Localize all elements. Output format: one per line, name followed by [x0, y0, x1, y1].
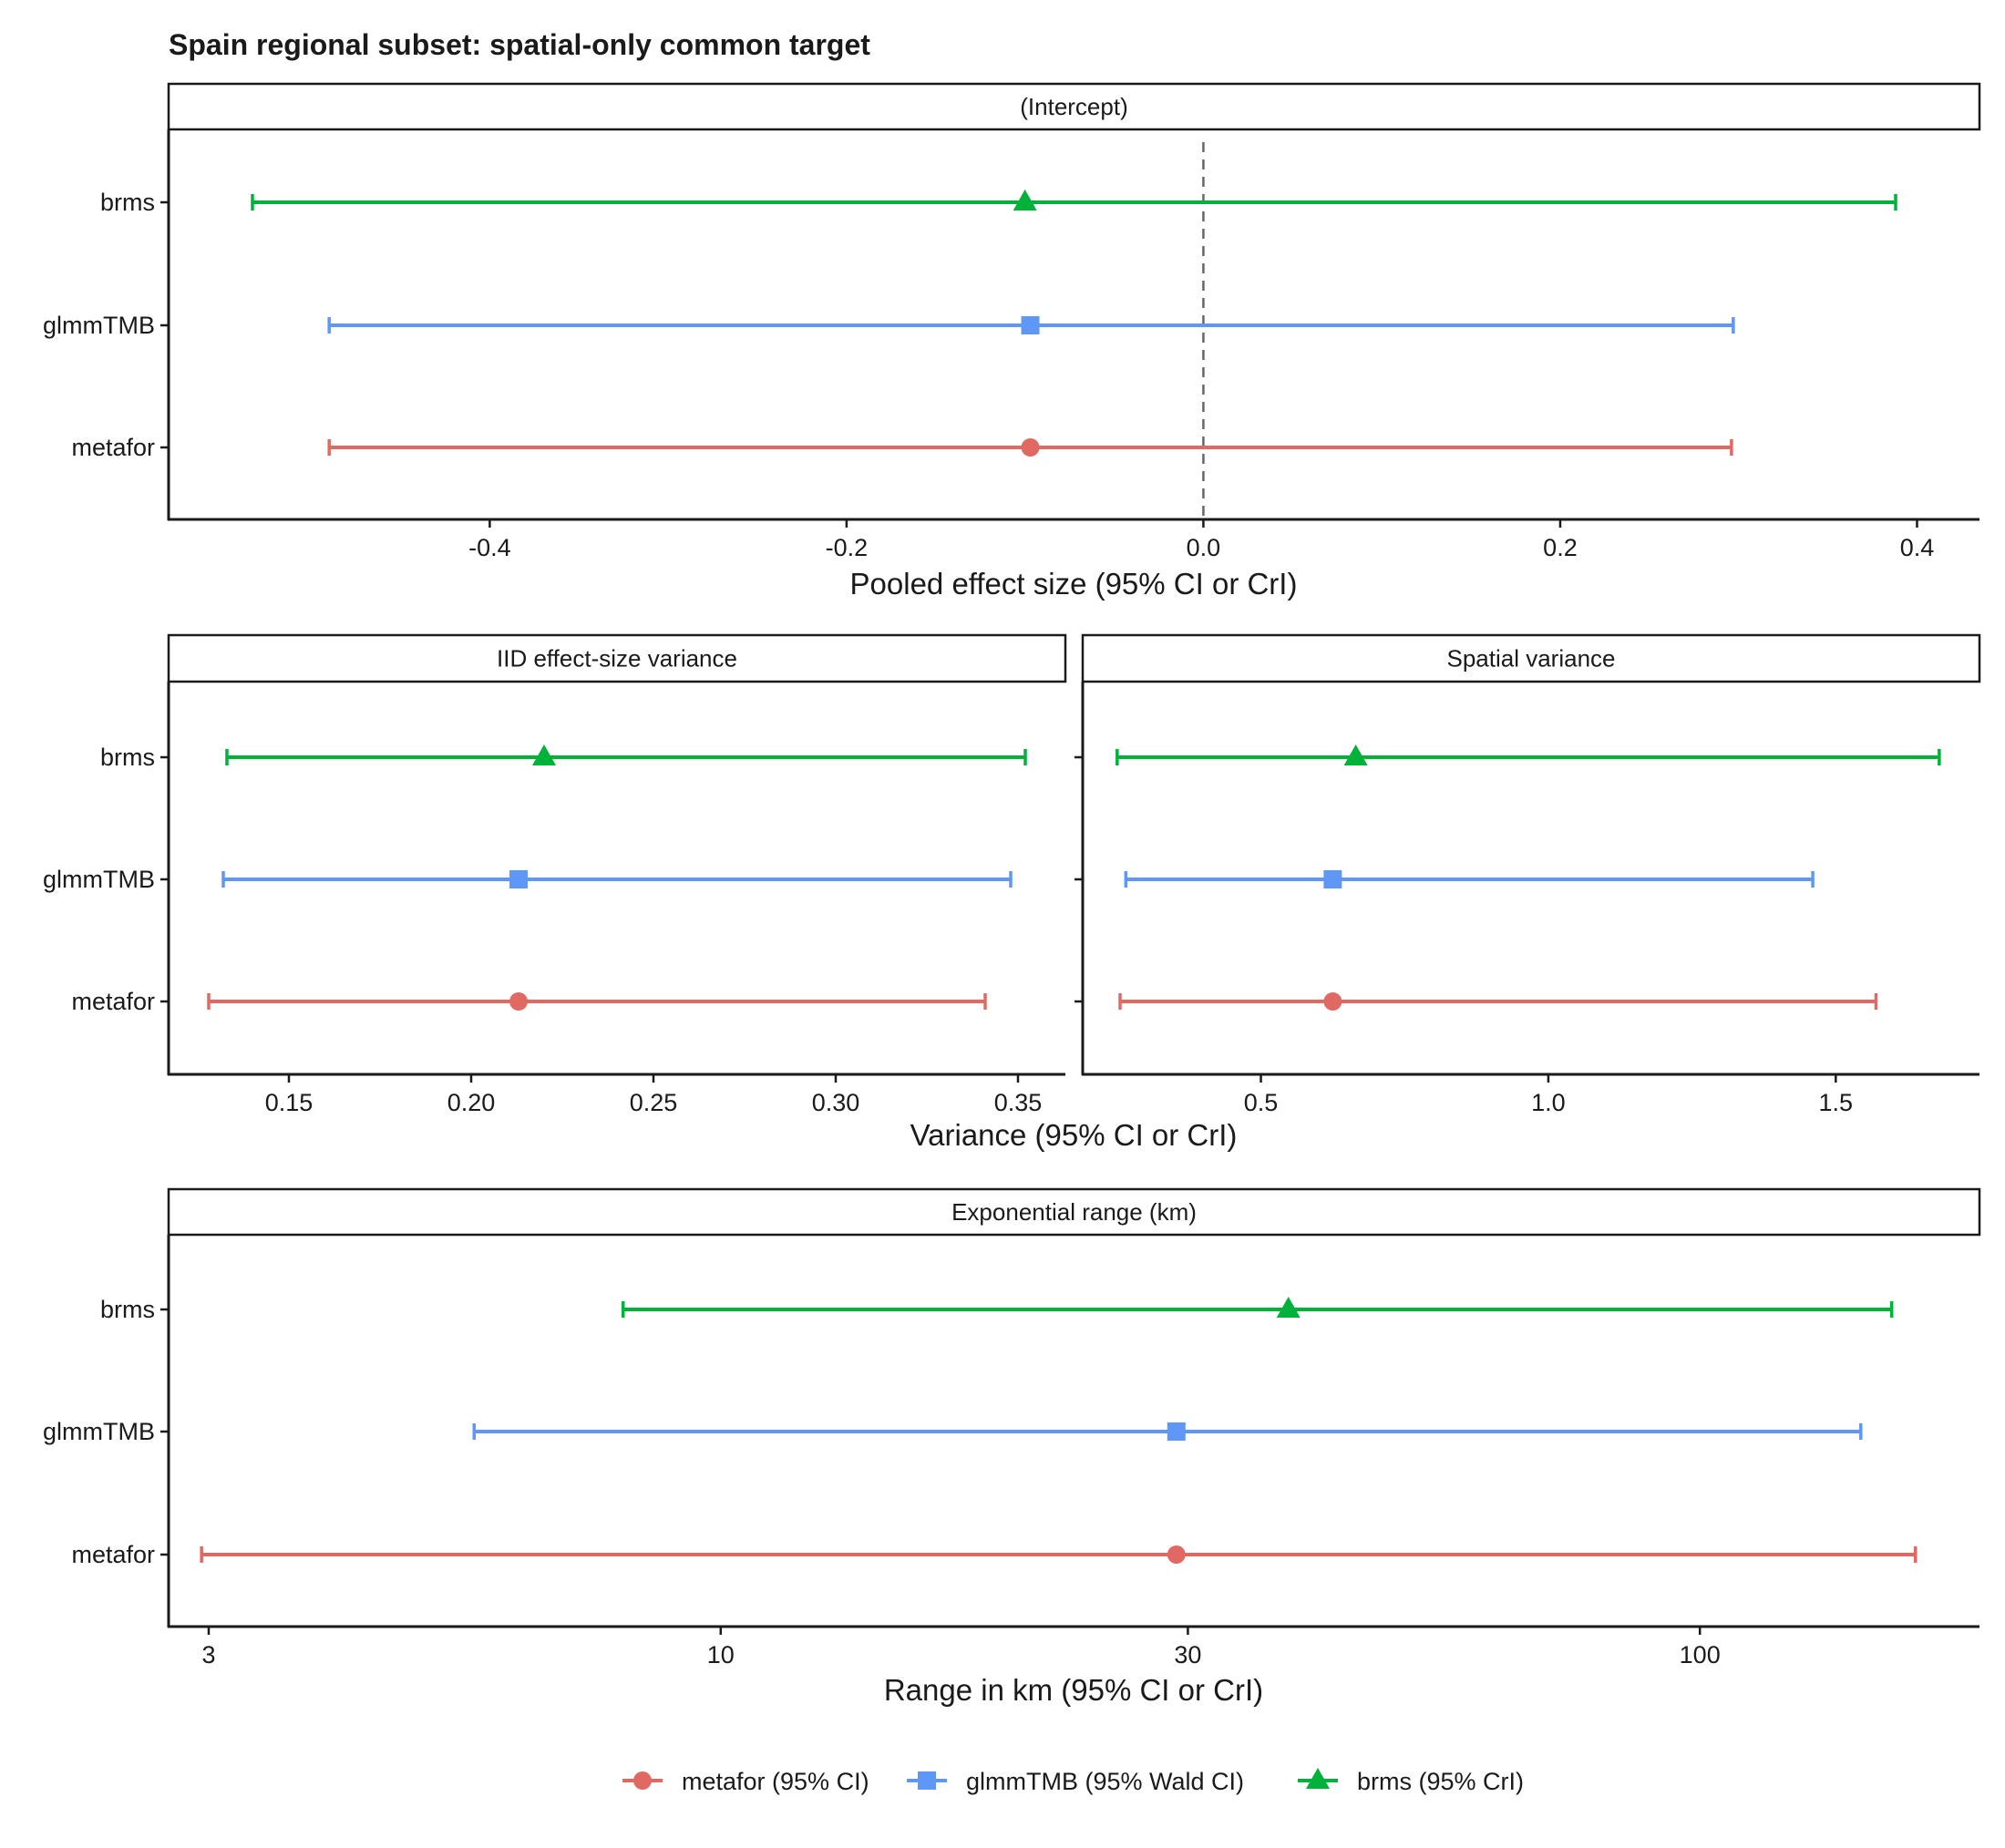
legend-item-metafor: metafor (95% CI)	[622, 1768, 869, 1795]
x-tick-label-range: 30	[1174, 1641, 1201, 1668]
panel-intercept: (Intercept) -0.4 -0.2 0.0 0.2 0.4 brms glmmTMB m…	[43, 82, 1981, 561]
x-tick-label-iid-variance: 0.20	[447, 1089, 496, 1116]
panels: (Intercept) -0.4 -0.2 0.0 0.2 0.4 brms glmmTMB m…	[43, 82, 1981, 1668]
legend-label-glmmTMB: glmmTMB (95% Wald CI)	[966, 1768, 1244, 1795]
interval-iid-variance-glmmTMB	[221, 870, 1013, 888]
legend-label-metafor: metafor (95% CI)	[682, 1768, 869, 1795]
interval-range-metafor	[200, 1545, 1918, 1564]
x-tick-label-iid-variance: 0.25	[630, 1089, 678, 1116]
strip-spatial-variance	[1081, 633, 1981, 683]
point-estimate-metafor	[1167, 1545, 1186, 1564]
x-tick-label-iid-variance: 0.15	[265, 1089, 314, 1116]
point-estimate-glmmTMB	[509, 870, 528, 888]
interval-iid-variance-metafor	[207, 992, 987, 1011]
chart-title: Spain regional subset: spatial-only comm…	[169, 28, 870, 61]
point-estimate-metafor	[1021, 438, 1040, 457]
xlabel-intercept: Pooled effect size (95% CI or CrI)	[850, 567, 1298, 601]
strip-label-intercept: (Intercept)	[1020, 93, 1128, 120]
strip-label-iid-variance: IID effect-size variance	[497, 645, 737, 672]
x-tick-label-range: 100	[1680, 1641, 1721, 1668]
point-estimate-glmmTMB	[1323, 870, 1342, 888]
legend-key-brms	[1306, 1768, 1330, 1789]
point-estimate-brms	[1276, 1297, 1301, 1318]
strip-intercept	[167, 82, 1981, 131]
x-tick-label-intercept: 0.0	[1187, 534, 1221, 561]
legend-item-glmmTMB: glmmTMB (95% Wald CI)	[907, 1768, 1244, 1795]
interval-intercept-metafor	[327, 438, 1733, 457]
interval-spatial-variance-brms	[1116, 744, 1941, 765]
interval-iid-variance-brms	[225, 744, 1027, 765]
point-estimate-brms	[532, 744, 556, 765]
point-estimate-metafor	[509, 992, 528, 1011]
legend-key-metafor	[633, 1771, 652, 1790]
y-tick-label-glmmTMB: glmmTMB	[43, 312, 155, 339]
legend-label-brms: brms (95% CrI)	[1357, 1768, 1524, 1795]
strip-range	[167, 1187, 1981, 1237]
interval-intercept-brms	[251, 190, 1897, 210]
x-tick-label-intercept: -0.2	[826, 534, 869, 561]
interval-spatial-variance-glmmTMB	[1124, 870, 1815, 888]
x-tick-label-spatial-variance: 1.5	[1819, 1089, 1854, 1116]
x-tick-label-range: 10	[707, 1641, 735, 1668]
x-tick-label-intercept: 0.2	[1543, 534, 1578, 561]
strip-iid-variance	[167, 633, 1067, 683]
interval-range-glmmTMB	[472, 1422, 1863, 1441]
xlabel-variance: Variance (95% CI or CrI)	[910, 1118, 1238, 1152]
interval-spatial-variance-metafor	[1118, 992, 1878, 1011]
x-tick-label-spatial-variance: 1.0	[1531, 1089, 1566, 1116]
x-tick-label-spatial-variance: 0.5	[1244, 1089, 1279, 1116]
x-tick-label-intercept: 0.4	[1900, 534, 1935, 561]
strip-label-spatial-variance: Spatial variance	[1447, 645, 1616, 672]
y-tick-label-metafor: metafor	[71, 434, 155, 461]
legend-item-brms: brms (95% CrI)	[1298, 1768, 1524, 1795]
y-tick-label-glmmTMB: glmmTMB	[43, 1418, 155, 1445]
y-tick-label-metafor: metafor	[71, 1541, 155, 1568]
point-estimate-glmmTMB	[1167, 1422, 1186, 1441]
y-tick-label-brms: brms	[100, 1296, 155, 1323]
x-tick-label-range: 3	[201, 1641, 215, 1668]
x-tick-label-intercept: -0.4	[468, 534, 511, 561]
y-tick-label-metafor: metafor	[71, 988, 155, 1015]
x-tick-label-iid-variance: 0.35	[994, 1089, 1043, 1116]
legend-key-glmmTMB	[918, 1771, 936, 1790]
y-tick-label-brms: brms	[100, 744, 155, 771]
legend: metafor (95% CI) glmmTMB (95% Wald CI) brm…	[622, 1768, 1524, 1795]
panel-spatial-variance: Spatial variance 0.5 1.0 1.5	[1074, 633, 1981, 1116]
y-tick-label-glmmTMB: glmmTMB	[43, 866, 155, 893]
point-estimate-brms	[1013, 190, 1037, 210]
axis-titles: Pooled effect size (95% CI or CrI) Varia…	[850, 567, 1298, 1707]
point-estimate-metafor	[1323, 992, 1342, 1011]
interval-range-brms	[621, 1297, 1894, 1318]
strip-label-range: Exponential range (km)	[951, 1198, 1197, 1226]
y-tick-label-brms: brms	[100, 189, 155, 216]
xlabel-range: Range in km (95% CI or CrI)	[884, 1673, 1263, 1707]
point-estimate-brms	[1343, 744, 1368, 765]
panel-iid-variance: IID effect-size variance 0.15 0.20 0.25 0.30…	[43, 633, 1067, 1116]
interval-intercept-glmmTMB	[327, 316, 1735, 334]
x-tick-label-iid-variance: 0.30	[812, 1089, 860, 1116]
point-estimate-glmmTMB	[1021, 316, 1040, 334]
panel-range: Exponential range (km) 3 10 30 100 brms glmmTM…	[43, 1187, 1981, 1668]
